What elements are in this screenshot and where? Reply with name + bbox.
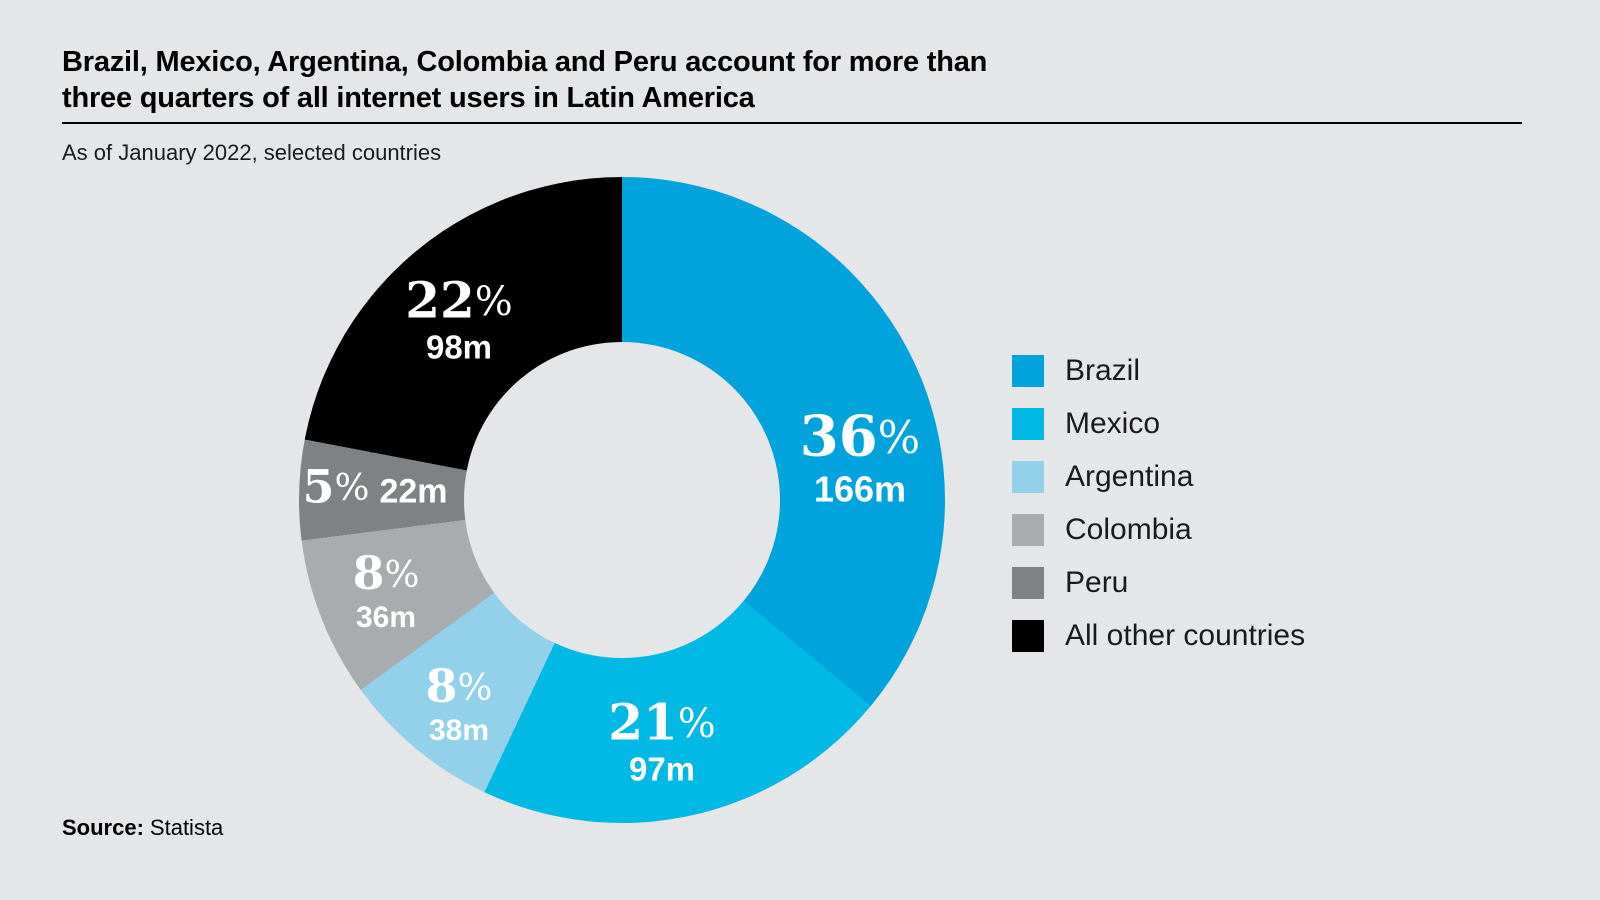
- title-divider: [62, 122, 1522, 124]
- percent-sign: %: [457, 665, 493, 709]
- slice-value-mexico: 97m: [628, 750, 696, 788]
- slice-value-argentina: 38m: [428, 713, 490, 747]
- donut-hole: [464, 342, 780, 658]
- slice-label-all-other-countries: 22% 98m: [405, 274, 513, 365]
- slice-value-brazil: 166m: [813, 468, 907, 510]
- legend-swatch-colombia: [1012, 514, 1044, 546]
- slice-label-peru: 5% 22m: [302, 463, 447, 510]
- legend-item-all-other-countries: All other countries: [1012, 619, 1306, 652]
- slice-value-all-other-countries: 98m: [425, 328, 493, 366]
- legend-swatch-mexico: [1012, 408, 1044, 440]
- source-label: Source:: [62, 815, 144, 840]
- slice-pct-all-other-countries: 22%: [405, 270, 513, 330]
- legend-swatch-brazil: [1012, 355, 1044, 387]
- legend-label-argentina: Argentina: [1065, 460, 1194, 493]
- source-line: Source: Statista: [62, 815, 223, 841]
- percent-sign: %: [877, 410, 921, 464]
- slice-label-mexico: 21% 97m: [608, 696, 716, 787]
- percent-sign: %: [384, 552, 420, 596]
- chart-title-line2: three quarters of all internet users in …: [62, 82, 755, 114]
- legend-item-colombia: Colombia: [1012, 513, 1305, 546]
- slice-pct-brazil: 36%: [799, 403, 921, 470]
- legend-item-peru: Peru: [1012, 566, 1305, 599]
- legend-label-mexico: Mexico: [1065, 407, 1161, 440]
- slice-label-colombia: 8% 36m: [353, 550, 420, 634]
- legend-label-colombia: Colombia: [1065, 513, 1192, 546]
- chart-subtitle: As of January 2022, selected countries: [62, 140, 442, 165]
- legend-item-argentina: Argentina: [1012, 460, 1305, 493]
- legend-label-all-other-countries: All other countries: [1065, 619, 1306, 652]
- percent-sign: %: [677, 700, 716, 747]
- slice-value-colombia: 36m: [355, 600, 417, 634]
- slice-value-peru: 22m: [379, 472, 448, 511]
- legend: Brazil Mexico Argentina Colombia Peru Al…: [1012, 354, 1306, 673]
- chart-title-line1: Brazil, Mexico, Argentina, Colombia and …: [62, 46, 988, 78]
- donut-chart: 36% 166m 21% 97m 8% 38m 8% 36m 5% 22m 22…: [299, 177, 945, 823]
- legend-swatch-argentina: [1012, 461, 1044, 493]
- chart-title: Brazil, Mexico, Argentina, Colombia and …: [62, 44, 987, 116]
- slice-pct-argentina: 8%: [425, 659, 493, 714]
- slice-label-argentina: 8% 38m: [426, 663, 493, 747]
- slice-pct-mexico: 21%: [608, 692, 716, 752]
- legend-item-brazil: Brazil: [1012, 354, 1305, 387]
- slice-label-brazil: 36% 166m: [799, 403, 921, 510]
- legend-label-peru: Peru: [1065, 566, 1129, 599]
- slice-pct-colombia: 8%: [352, 546, 420, 601]
- legend-swatch-all-other-countries: [1012, 620, 1044, 652]
- legend-label-brazil: Brazil: [1065, 354, 1141, 387]
- source-value: Statista: [149, 815, 224, 840]
- legend-swatch-peru: [1012, 567, 1044, 599]
- slice-pct-peru: 5%: [302, 459, 370, 514]
- legend-item-mexico: Mexico: [1012, 407, 1305, 440]
- percent-sign: %: [474, 278, 513, 325]
- percent-sign: %: [334, 466, 370, 510]
